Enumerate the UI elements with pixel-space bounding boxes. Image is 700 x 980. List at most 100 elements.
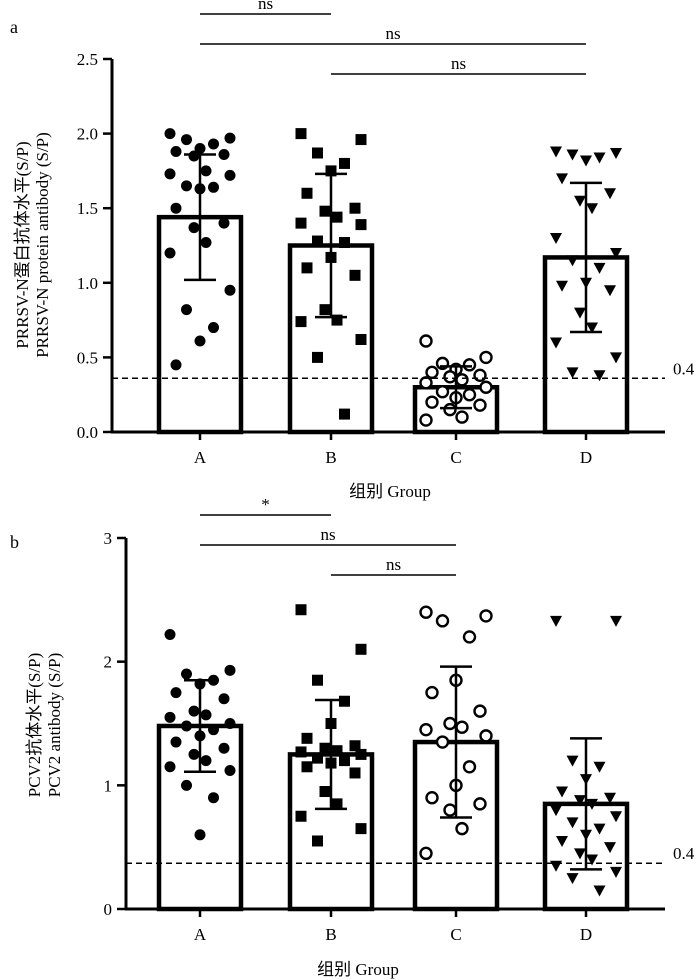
panel-a-point-a-14 (170, 202, 182, 214)
panel-a-point-a-1 (224, 132, 236, 144)
panel-b-point-d-15 (604, 842, 616, 854)
panel-b-comparison-label-1: ns (320, 525, 335, 544)
panel-a-point-d-14 (556, 280, 568, 292)
panel-a-xtick-label-a: A (194, 448, 207, 467)
panel-a-point-d-15 (604, 285, 616, 297)
panel-b-ytick-label: 1 (104, 776, 113, 795)
panel-a-point-c-6 (473, 368, 487, 383)
panel-b-point-b-11 (312, 752, 323, 764)
panel-a-point-d-17 (586, 322, 598, 334)
panel-a-errorbar-a (184, 153, 216, 282)
panel-b-point-b-10 (355, 748, 367, 760)
panel-b-point-c-15 (473, 797, 487, 811)
panel-a-point-b-18 (295, 316, 307, 328)
panel-a-point-c-5 (425, 365, 439, 380)
panel-b-ytick-label: 3 (104, 529, 113, 548)
panel-a-point-a-9 (164, 168, 176, 180)
panel-b-point-b-0 (295, 604, 307, 616)
panel-a-ylabel-cn: PRRSV-N蛋白抗体水平(S/P) (13, 141, 32, 348)
panel-b-point-b-2 (312, 674, 323, 686)
panel-a-point-a-16 (188, 222, 200, 234)
panel-a-threshold-label: 0.4 (673, 359, 695, 378)
panel-b-point-d-5 (556, 786, 568, 798)
panel-a-xtick-label-d: D (580, 448, 592, 467)
panel-b-point-a-18 (164, 761, 176, 773)
panel-a-point-a-10 (224, 169, 236, 181)
panel-a-point-a-23 (170, 359, 182, 371)
panel-b-point-b-14 (301, 761, 313, 773)
panel-a-point-c-3 (462, 358, 477, 372)
panel-a-point-d-18 (550, 337, 562, 349)
panel-a-comparison-label-2: ns (451, 54, 466, 73)
panel-a-point-c-0 (419, 334, 433, 348)
panel-a-point-a-7 (188, 150, 200, 162)
panel-a-point-a-3 (208, 138, 219, 150)
panel-b-point-c-16 (443, 803, 457, 817)
panel-b-point-b-7 (319, 742, 331, 754)
panel-a-point-b-16 (319, 304, 331, 316)
panel-b-point-c-9 (419, 722, 433, 737)
panel-a-point-b-19 (355, 333, 367, 345)
panel-b-xtick-label-d: D (580, 925, 592, 944)
panel-a-point-a-5 (170, 146, 182, 158)
panel-a-point-a-11 (181, 180, 192, 192)
panel-b-xtick-label-c: C (450, 925, 461, 944)
panel-a-point-c-12 (462, 388, 477, 402)
panel-b-point-d-12 (593, 823, 606, 835)
panel-a-xtick-label-c: C (450, 448, 461, 467)
panel-b-errorbar-a (184, 678, 216, 773)
panel-a-point-d-21 (593, 370, 606, 382)
panel-b-point-d-19 (610, 866, 622, 878)
panel-a-ytick-label: 0.0 (77, 423, 98, 442)
panel-a-point-a-0 (164, 128, 176, 140)
panel-b-point-c-2 (435, 614, 450, 628)
panel-a-point-b-17 (331, 314, 343, 326)
panel-a-point-b-8 (331, 211, 343, 223)
panel-b-point-d-20 (566, 873, 579, 885)
panel-b-point-a-10 (224, 718, 236, 729)
panel-a-point-a-8 (200, 165, 212, 177)
panel-a-point-a-21 (208, 322, 219, 334)
panel-b-point-a-6 (218, 693, 230, 705)
panel-b-errorbar-b (315, 698, 347, 811)
panel-b-errorbar-c (440, 665, 472, 819)
panel-a-ytick-label: 1.0 (77, 274, 98, 293)
panel-a-point-a-20 (181, 304, 192, 316)
panel-b-errorbar-d (570, 737, 602, 871)
panel-b-point-c-1 (479, 609, 493, 623)
panel-a-point-a-19 (224, 284, 236, 296)
panel-a-point-d-16 (574, 307, 586, 319)
panel-b-point-a-5 (170, 687, 182, 699)
panel-a-point-a-4 (194, 143, 206, 155)
panel-a-point-d-7 (574, 195, 586, 207)
panel-a-point-c-7 (443, 370, 457, 384)
panel-b-point-c-5 (425, 685, 439, 700)
panel-a-errorbar-b (315, 172, 347, 319)
panel-a-point-d-10 (610, 247, 622, 259)
panel-a-ytick-label: 2.0 (77, 125, 98, 144)
panel-a-ytick-label: 0.5 (77, 348, 98, 367)
panel-b-point-a-17 (200, 755, 212, 767)
panel-a-label: a (10, 17, 18, 37)
panel-b-label: b (10, 532, 19, 552)
panel-a-point-d-5 (556, 173, 568, 185)
panel-a-point-a-6 (218, 148, 230, 160)
panel-b-point-d-7 (574, 795, 586, 807)
panel-b-point-c-12 (462, 760, 477, 774)
panel-b-point-a-16 (188, 748, 200, 760)
panel-b-point-a-7 (188, 705, 200, 717)
panel-a-point-c-1 (479, 350, 493, 365)
panel-b-xlabel: 组别 Group (317, 960, 399, 979)
panel-b-point-d-10 (610, 811, 622, 823)
panel-a-point-b-21 (339, 408, 350, 420)
panel-b-point-d-21 (593, 885, 606, 897)
panel-b-point-b-17 (331, 798, 343, 810)
panel-a-point-b-2 (312, 147, 323, 159)
panel-b-point-c-6 (473, 704, 487, 718)
panel-b-point-b-20 (312, 835, 323, 847)
panel-a-point-c-18 (419, 413, 433, 427)
panel-b-point-a-1 (224, 664, 236, 676)
panel-b-point-c-10 (479, 729, 493, 743)
panel-b-point-a-19 (224, 764, 236, 776)
panel-b-comparison-label-2: ns (386, 555, 401, 574)
